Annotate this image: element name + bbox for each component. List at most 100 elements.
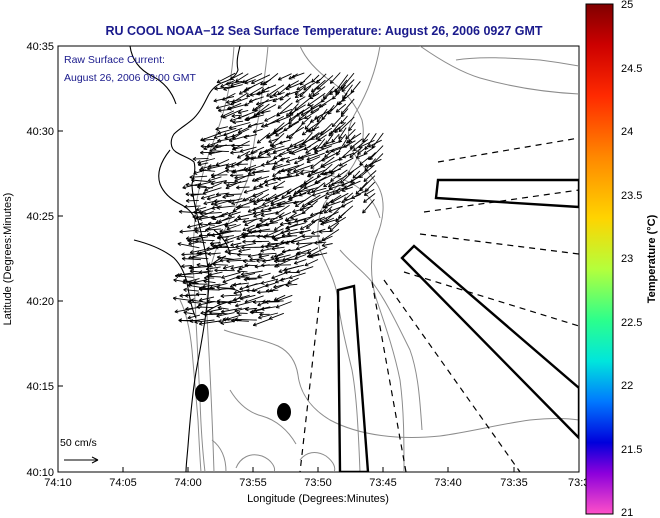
current-vector: [327, 102, 340, 115]
current-vector-head: [231, 169, 235, 173]
current-vector: [179, 229, 200, 233]
colorbar-gradient: [585, 3, 614, 515]
current-vector-head: [183, 311, 187, 315]
current-vector-head: [286, 172, 290, 176]
current-vector: [285, 90, 299, 97]
current-vector-head: [310, 215, 314, 217]
current-vector-head: [353, 149, 357, 152]
current-vector-head: [257, 252, 262, 255]
current-vector-head: [341, 90, 346, 92]
current-vector-head: [234, 317, 239, 320]
current-vector: [291, 72, 305, 79]
current-vector: [242, 217, 263, 223]
current-vector-head: [264, 185, 269, 187]
current-vector: [230, 242, 242, 246]
current-vector-head: [363, 192, 367, 196]
current-vector: [324, 193, 335, 199]
current-vector-head: [247, 171, 252, 175]
current-vector-head: [198, 235, 203, 238]
current-vector-head: [246, 276, 250, 279]
colorbar-label: Temperature (°C): [646, 214, 658, 303]
colorbar-tick-label: 24.5: [621, 63, 642, 75]
current-vector-head: [272, 173, 275, 177]
current-vector-head: [225, 168, 229, 172]
current-vector: [242, 193, 257, 202]
current-vector-head: [208, 151, 212, 155]
current-vector: [279, 92, 291, 101]
current-vector-head: [324, 154, 327, 158]
current-vector-head: [266, 134, 270, 139]
current-vector: [310, 97, 328, 110]
current-vector-head: [233, 292, 238, 295]
current-vector-head: [324, 195, 328, 199]
current-vector: [253, 318, 270, 326]
current-vector-head: [264, 117, 267, 122]
current-vector-head: [188, 255, 192, 259]
current-vector-head: [237, 269, 241, 272]
current-vector-head: [190, 265, 194, 269]
current-vector-head: [216, 256, 221, 260]
current-vector: [300, 152, 319, 159]
current-vector-head: [200, 150, 204, 154]
current-vector-head: [278, 271, 283, 274]
current-vector-head: [215, 129, 220, 131]
current-vector-head: [278, 140, 283, 144]
current-vector: [238, 264, 250, 270]
current-vector: [364, 158, 377, 172]
current-vector-head: [320, 163, 323, 168]
current-vector-head: [271, 143, 275, 147]
current-vector-head: [251, 178, 255, 182]
current-vector-head: [244, 170, 249, 173]
current-vector-head: [272, 179, 276, 182]
current-vector: [258, 180, 269, 187]
current-vector-head: [225, 194, 229, 197]
current-vector-head: [266, 154, 271, 157]
current-vector: [339, 157, 354, 167]
current-vector-head: [299, 209, 304, 211]
current-vector-head: [309, 118, 313, 123]
current-vector-head: [345, 135, 348, 139]
current-vector-head: [294, 255, 298, 259]
current-vector-head: [199, 223, 203, 227]
current-vector: [191, 179, 208, 182]
current-vector-head: [247, 256, 252, 259]
current-vector: [232, 146, 243, 150]
current-vector: [285, 234, 305, 245]
current-vector-head: [317, 88, 321, 90]
current-vector-head: [341, 199, 345, 203]
current-vector-head: [294, 221, 299, 223]
current-vector-head: [238, 266, 242, 270]
current-vector-head: [246, 228, 250, 232]
current-vector-head: [182, 187, 187, 190]
current-vector-head: [228, 215, 232, 217]
x-tick-label: 73:3: [568, 477, 589, 489]
current-vector-head: [299, 145, 303, 148]
current-vector-head: [219, 260, 224, 263]
current-vector: [236, 163, 249, 166]
current-vector-head: [276, 263, 280, 266]
current-vector: [210, 244, 228, 247]
current-vector: [237, 270, 248, 273]
current-vector: [199, 169, 216, 172]
current-vector: [285, 283, 298, 286]
current-vector-head: [198, 216, 202, 220]
current-vector-head: [285, 86, 289, 90]
current-vector-head: [222, 317, 227, 320]
current-vector: [245, 156, 257, 160]
current-vector: [307, 247, 319, 254]
current-vector-head: [197, 184, 201, 188]
current-vector-head: [210, 201, 214, 205]
current-vector-head: [196, 264, 200, 268]
current-vector-head: [286, 149, 291, 152]
current-vector-head: [182, 282, 187, 285]
current-vector: [231, 114, 242, 117]
current-vector: [257, 132, 271, 144]
current-vector-head: [324, 211, 328, 214]
current-vector-head: [259, 220, 264, 223]
current-vector-head: [285, 95, 289, 97]
current-vector: [247, 204, 264, 213]
current-vector-head: [231, 115, 236, 119]
current-vector: [219, 258, 242, 262]
current-vector: [244, 169, 257, 171]
current-vector-head: [281, 194, 284, 199]
